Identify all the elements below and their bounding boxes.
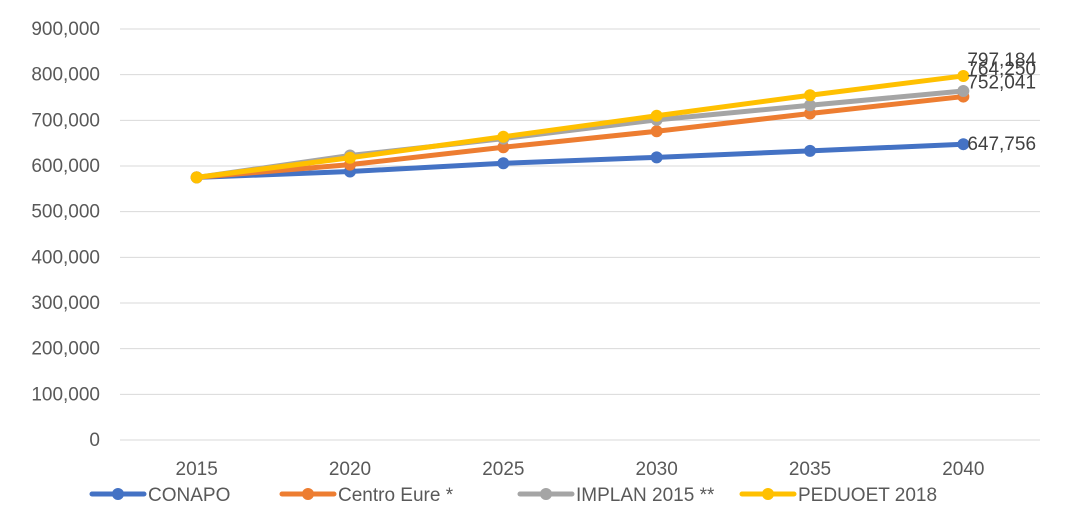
- data-point: [957, 84, 970, 97]
- data-point: [804, 144, 816, 157]
- y-tick-label: 400,000: [31, 247, 100, 268]
- data-label: 797,184: [967, 50, 1036, 71]
- data-point: [804, 107, 816, 120]
- y-axis-ticks: 0 100,000 200,000 300,000 400,000 500,000 600,…: [31, 19, 100, 451]
- x-tick-label: 2040: [942, 459, 984, 480]
- data-point: [497, 157, 510, 170]
- y-tick-label: 900,000: [31, 19, 100, 40]
- legend-marker: [112, 488, 124, 500]
- data-point: [957, 138, 970, 151]
- x-axis-ticks: 2015 2020 2025 2030 2035 2040: [176, 459, 985, 480]
- y-tick-label: 300,000: [31, 293, 100, 314]
- data-point: [650, 125, 663, 138]
- gridlines: [120, 28, 1040, 441]
- legend-label: PEDUOET 2018: [798, 485, 937, 506]
- y-tick-label: 800,000: [31, 65, 100, 86]
- x-tick-label: 2025: [482, 459, 524, 480]
- y-tick-label: 200,000: [31, 339, 100, 360]
- x-tick-label: 2020: [329, 459, 371, 480]
- data-label: 752,041: [967, 73, 1036, 94]
- legend-marker: [540, 488, 552, 500]
- y-tick-label: 100,000: [31, 384, 100, 405]
- series-line: [194, 94, 966, 180]
- data-point: [497, 141, 510, 154]
- data-label: 764,250: [967, 59, 1036, 80]
- data-point: [344, 151, 356, 164]
- y-tick-label: 600,000: [31, 156, 100, 177]
- legend-marker: [302, 488, 314, 500]
- y-tick-label: 500,000: [31, 202, 100, 223]
- data-point: [804, 89, 816, 102]
- series-lines: [190, 69, 970, 184]
- legend-label: CONAPO: [148, 485, 230, 506]
- legend-marker: [762, 488, 774, 500]
- legend: CONAPO Centro Eure * IMPLAN 2015 ** PEDUOET…: [89, 485, 937, 506]
- data-point: [190, 171, 203, 184]
- legend-label: Centro Eure *: [338, 485, 454, 506]
- y-tick-label: 700,000: [31, 110, 100, 131]
- data-point: [804, 99, 816, 112]
- series-line: [194, 141, 966, 180]
- data-label: 647,756: [967, 134, 1036, 155]
- x-tick-label: 2035: [789, 459, 831, 480]
- data-point: [957, 69, 970, 82]
- x-tick-label: 2030: [636, 459, 678, 480]
- x-tick-label: 2015: [176, 459, 218, 480]
- series-line: [194, 73, 966, 180]
- data-point: [650, 151, 663, 164]
- data-point: [650, 109, 663, 122]
- data-point: [497, 130, 510, 143]
- legend-label: IMPLAN 2015 **: [576, 485, 715, 506]
- y-tick-label: 0: [89, 430, 100, 451]
